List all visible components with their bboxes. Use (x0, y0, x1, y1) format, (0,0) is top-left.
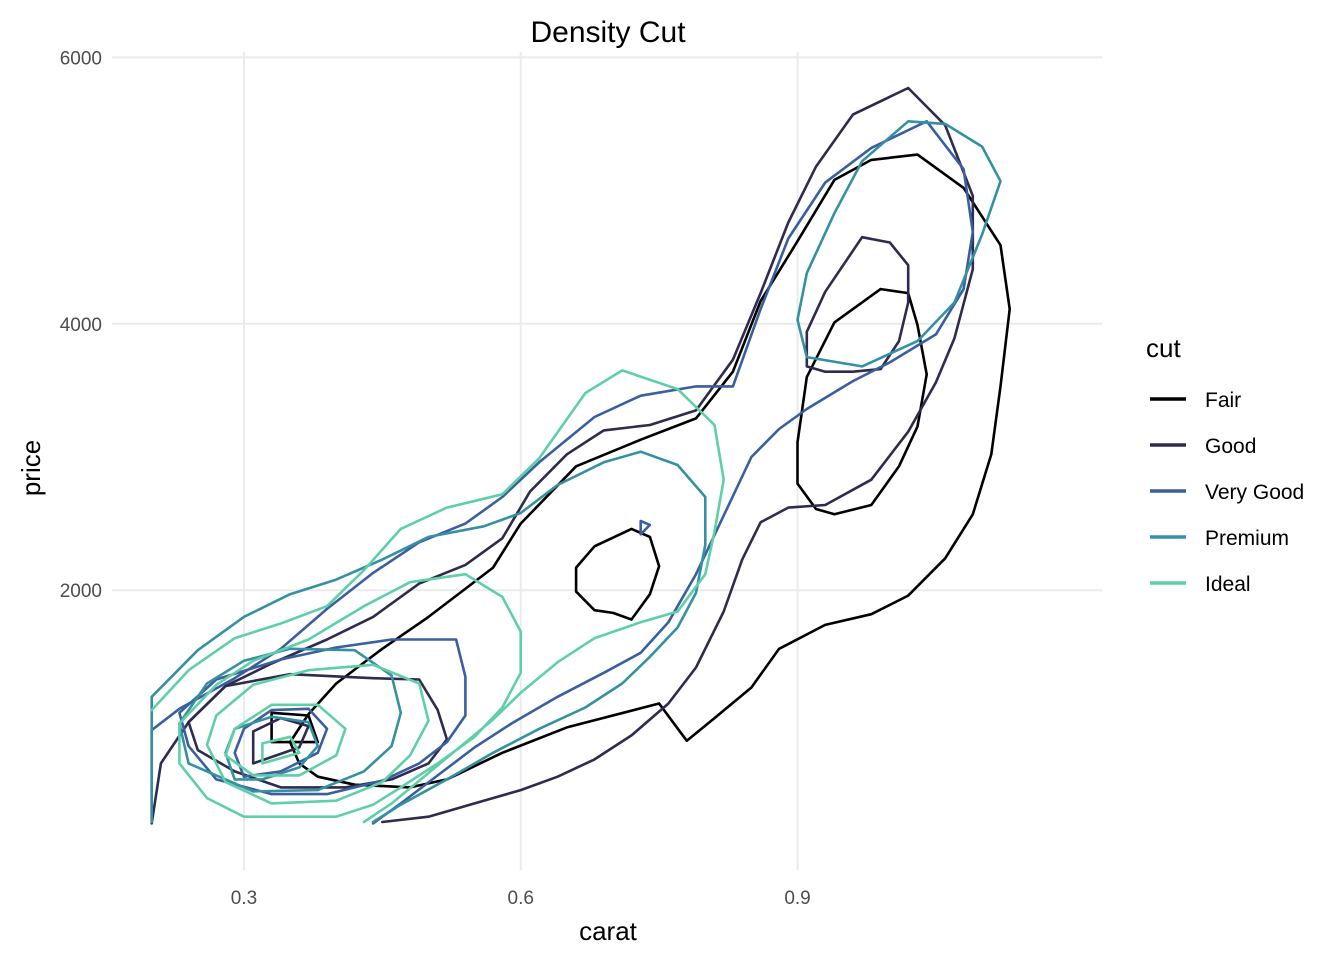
x-tick-label: 0.9 (784, 888, 810, 909)
legend-item-fair: Fair (1150, 389, 1241, 412)
series-fair (270, 153, 1012, 789)
contour-line (187, 672, 449, 789)
legend-item-very-good: Very Good (1150, 481, 1304, 504)
legend-item-ideal: Ideal (1150, 573, 1251, 596)
contour-line (224, 703, 347, 777)
y-tick-label: 4000 (60, 315, 102, 336)
contour-line (288, 153, 1012, 789)
y-axis-title: price (16, 440, 46, 496)
x-tick-label: 0.3 (231, 888, 257, 909)
legend-title: cut (1146, 333, 1181, 363)
contour-line (178, 572, 523, 819)
contour-line (150, 86, 975, 825)
contour-line (261, 735, 301, 765)
tick-labels: 0.3 0.6 0.9 2000 4000 6000 (60, 48, 811, 909)
contour-line (639, 519, 652, 536)
legend-item-premium: Premium (1150, 527, 1289, 550)
contour-line (150, 450, 707, 824)
contour-line (178, 638, 467, 796)
x-tick-label: 0.6 (508, 888, 534, 909)
series-premium (150, 120, 1002, 824)
legend-label: Ideal (1205, 573, 1251, 596)
contour-line (796, 120, 1002, 368)
contour-line (251, 716, 310, 765)
contour-line (574, 527, 661, 621)
legend-label: Fair (1205, 389, 1241, 412)
x-axis-title: carat (579, 916, 638, 946)
contour-lines (150, 86, 1012, 825)
series-ideal (150, 369, 726, 824)
contour-line (178, 647, 403, 793)
legend-item-good: Good (1150, 435, 1256, 458)
y-tick-label: 6000 (60, 48, 102, 69)
contour-line (796, 287, 929, 516)
series-good (150, 86, 975, 825)
legend: cut Fair Good Very Good Premium Ideal (1146, 333, 1304, 596)
chart-title: Density Cut (530, 16, 686, 49)
contour-line (233, 707, 329, 779)
legend-label: Good (1205, 435, 1256, 458)
contour-line (150, 369, 726, 824)
contour-line (150, 120, 975, 825)
y-tick-label: 2000 (60, 581, 102, 602)
contour-line (205, 663, 430, 805)
legend-label: Premium (1205, 527, 1289, 550)
legend-label: Very Good (1205, 481, 1304, 504)
contour-line (805, 235, 910, 374)
